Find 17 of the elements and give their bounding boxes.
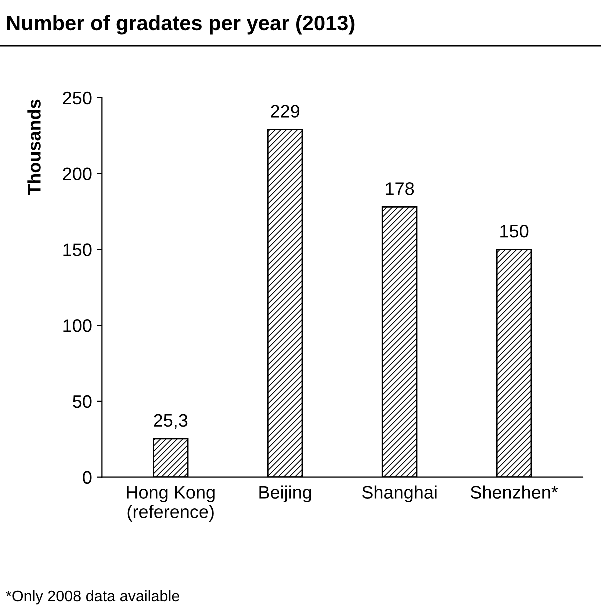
- x-tick-label: Shenzhen*: [470, 486, 558, 499]
- y-tick-label: 100: [64, 320, 92, 332]
- x-tick-label: Beijing: [260, 486, 312, 503]
- y-tick-label: 250: [63, 92, 92, 105]
- data-label: 178: [386, 182, 414, 196]
- x-tick-label: Hong Kong (reference): [127, 486, 215, 522]
- data-label: 25,3: [154, 414, 188, 430]
- data-label: 229: [271, 105, 300, 118]
- y-tick-label: 200: [63, 168, 92, 181]
- text: *Only 2008 data available: [6, 590, 180, 605]
- y-tick-label: 0: [83, 471, 92, 484]
- x-tick-label: Shanghai: [362, 486, 437, 503]
- data-label: 150: [500, 225, 529, 238]
- y-tick-label: 50: [73, 395, 92, 408]
- y-axis-title: Thousands: [28, 100, 41, 196]
- y-tick-label: 150: [64, 244, 92, 256]
- chart-title: Number of gradates per year (2013): [7, 15, 355, 35]
